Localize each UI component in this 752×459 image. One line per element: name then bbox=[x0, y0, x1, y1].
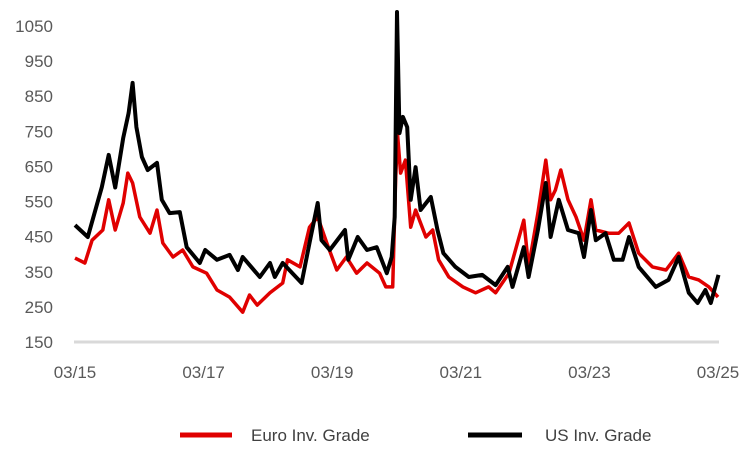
y-tick-label: 750 bbox=[25, 122, 53, 141]
legend-label-us: US Inv. Grade bbox=[545, 426, 651, 445]
legend-label-euro: Euro Inv. Grade bbox=[251, 426, 370, 445]
y-tick-label: 1050 bbox=[15, 17, 53, 36]
y-tick-label: 450 bbox=[25, 228, 53, 247]
x-axis-tick-labels: 03/15 03/17 03/19 03/21 03/23 03/25 bbox=[54, 363, 740, 382]
series-line-us-inv-grade bbox=[73, 10, 721, 305]
y-tick-label: 550 bbox=[25, 193, 53, 212]
x-tick-label: 03/25 bbox=[697, 363, 740, 382]
y-axis-tick-labels: 150 250 350 450 550 650 750 850 950 1050 bbox=[15, 17, 53, 352]
x-tick-label: 03/15 bbox=[54, 363, 97, 382]
y-tick-label: 850 bbox=[25, 87, 53, 106]
x-tick-label: 03/17 bbox=[182, 363, 225, 382]
legend-item-us: US Inv. Grade bbox=[468, 426, 651, 445]
y-tick-label: 350 bbox=[25, 263, 53, 282]
x-tick-label: 03/23 bbox=[568, 363, 611, 382]
y-tick-label: 250 bbox=[25, 298, 53, 317]
series-lines bbox=[73, 10, 721, 314]
legend: Euro Inv. Grade US Inv. Grade bbox=[180, 426, 651, 445]
x-tick-label: 03/19 bbox=[311, 363, 354, 382]
y-tick-label: 150 bbox=[25, 333, 53, 352]
y-tick-label: 950 bbox=[25, 52, 53, 71]
legend-item-euro: Euro Inv. Grade bbox=[180, 426, 370, 445]
y-tick-label: 650 bbox=[25, 157, 53, 176]
x-tick-label: 03/21 bbox=[440, 363, 483, 382]
